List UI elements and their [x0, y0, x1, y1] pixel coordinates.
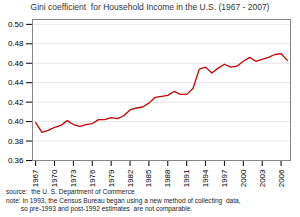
svg-text:1988: 1988 [163, 169, 172, 187]
svg-text:0.42: 0.42 [8, 98, 24, 107]
svg-text:0.40: 0.40 [8, 117, 24, 126]
svg-text:2000: 2000 [239, 169, 248, 187]
svg-text:1997: 1997 [220, 169, 229, 187]
svg-text:0.36: 0.36 [8, 156, 24, 165]
html-text:source: the U. S. Department o: source: the U. S. Department of Commerce [6, 188, 135, 195]
svg-text:0.50: 0.50 [8, 20, 24, 29]
svg-text:0.38: 0.38 [8, 137, 24, 146]
svg-text:0.44: 0.44 [8, 78, 24, 87]
svg-text:2003: 2003 [258, 169, 267, 187]
svg-text:1976: 1976 [88, 169, 97, 187]
svg-text:1994: 1994 [201, 169, 210, 187]
svg-text:1967: 1967 [31, 169, 40, 187]
svg-text:0.48: 0.48 [8, 39, 24, 48]
svg-text:1979: 1979 [107, 169, 116, 187]
html-text:note: In 1993, the Census Bure: note: In 1993, the Census Bureau began u… [6, 196, 241, 204]
svg-text:1991: 1991 [182, 169, 191, 187]
svg-text:2006: 2006 [277, 169, 286, 187]
svg-text:1985: 1985 [144, 169, 153, 187]
svg-text:1982: 1982 [126, 169, 135, 187]
html-text:Gini coefficient for Household: Gini coefficient for Household Income in… [30, 2, 270, 12]
html-text:so pre-1993 and post-1992 esti: so pre-1993 and post-1992 estimates are … [6, 205, 193, 212]
svg-text:1973: 1973 [69, 169, 78, 187]
svg-text:0.46: 0.46 [8, 59, 24, 68]
svg-text:1970: 1970 [50, 169, 59, 187]
